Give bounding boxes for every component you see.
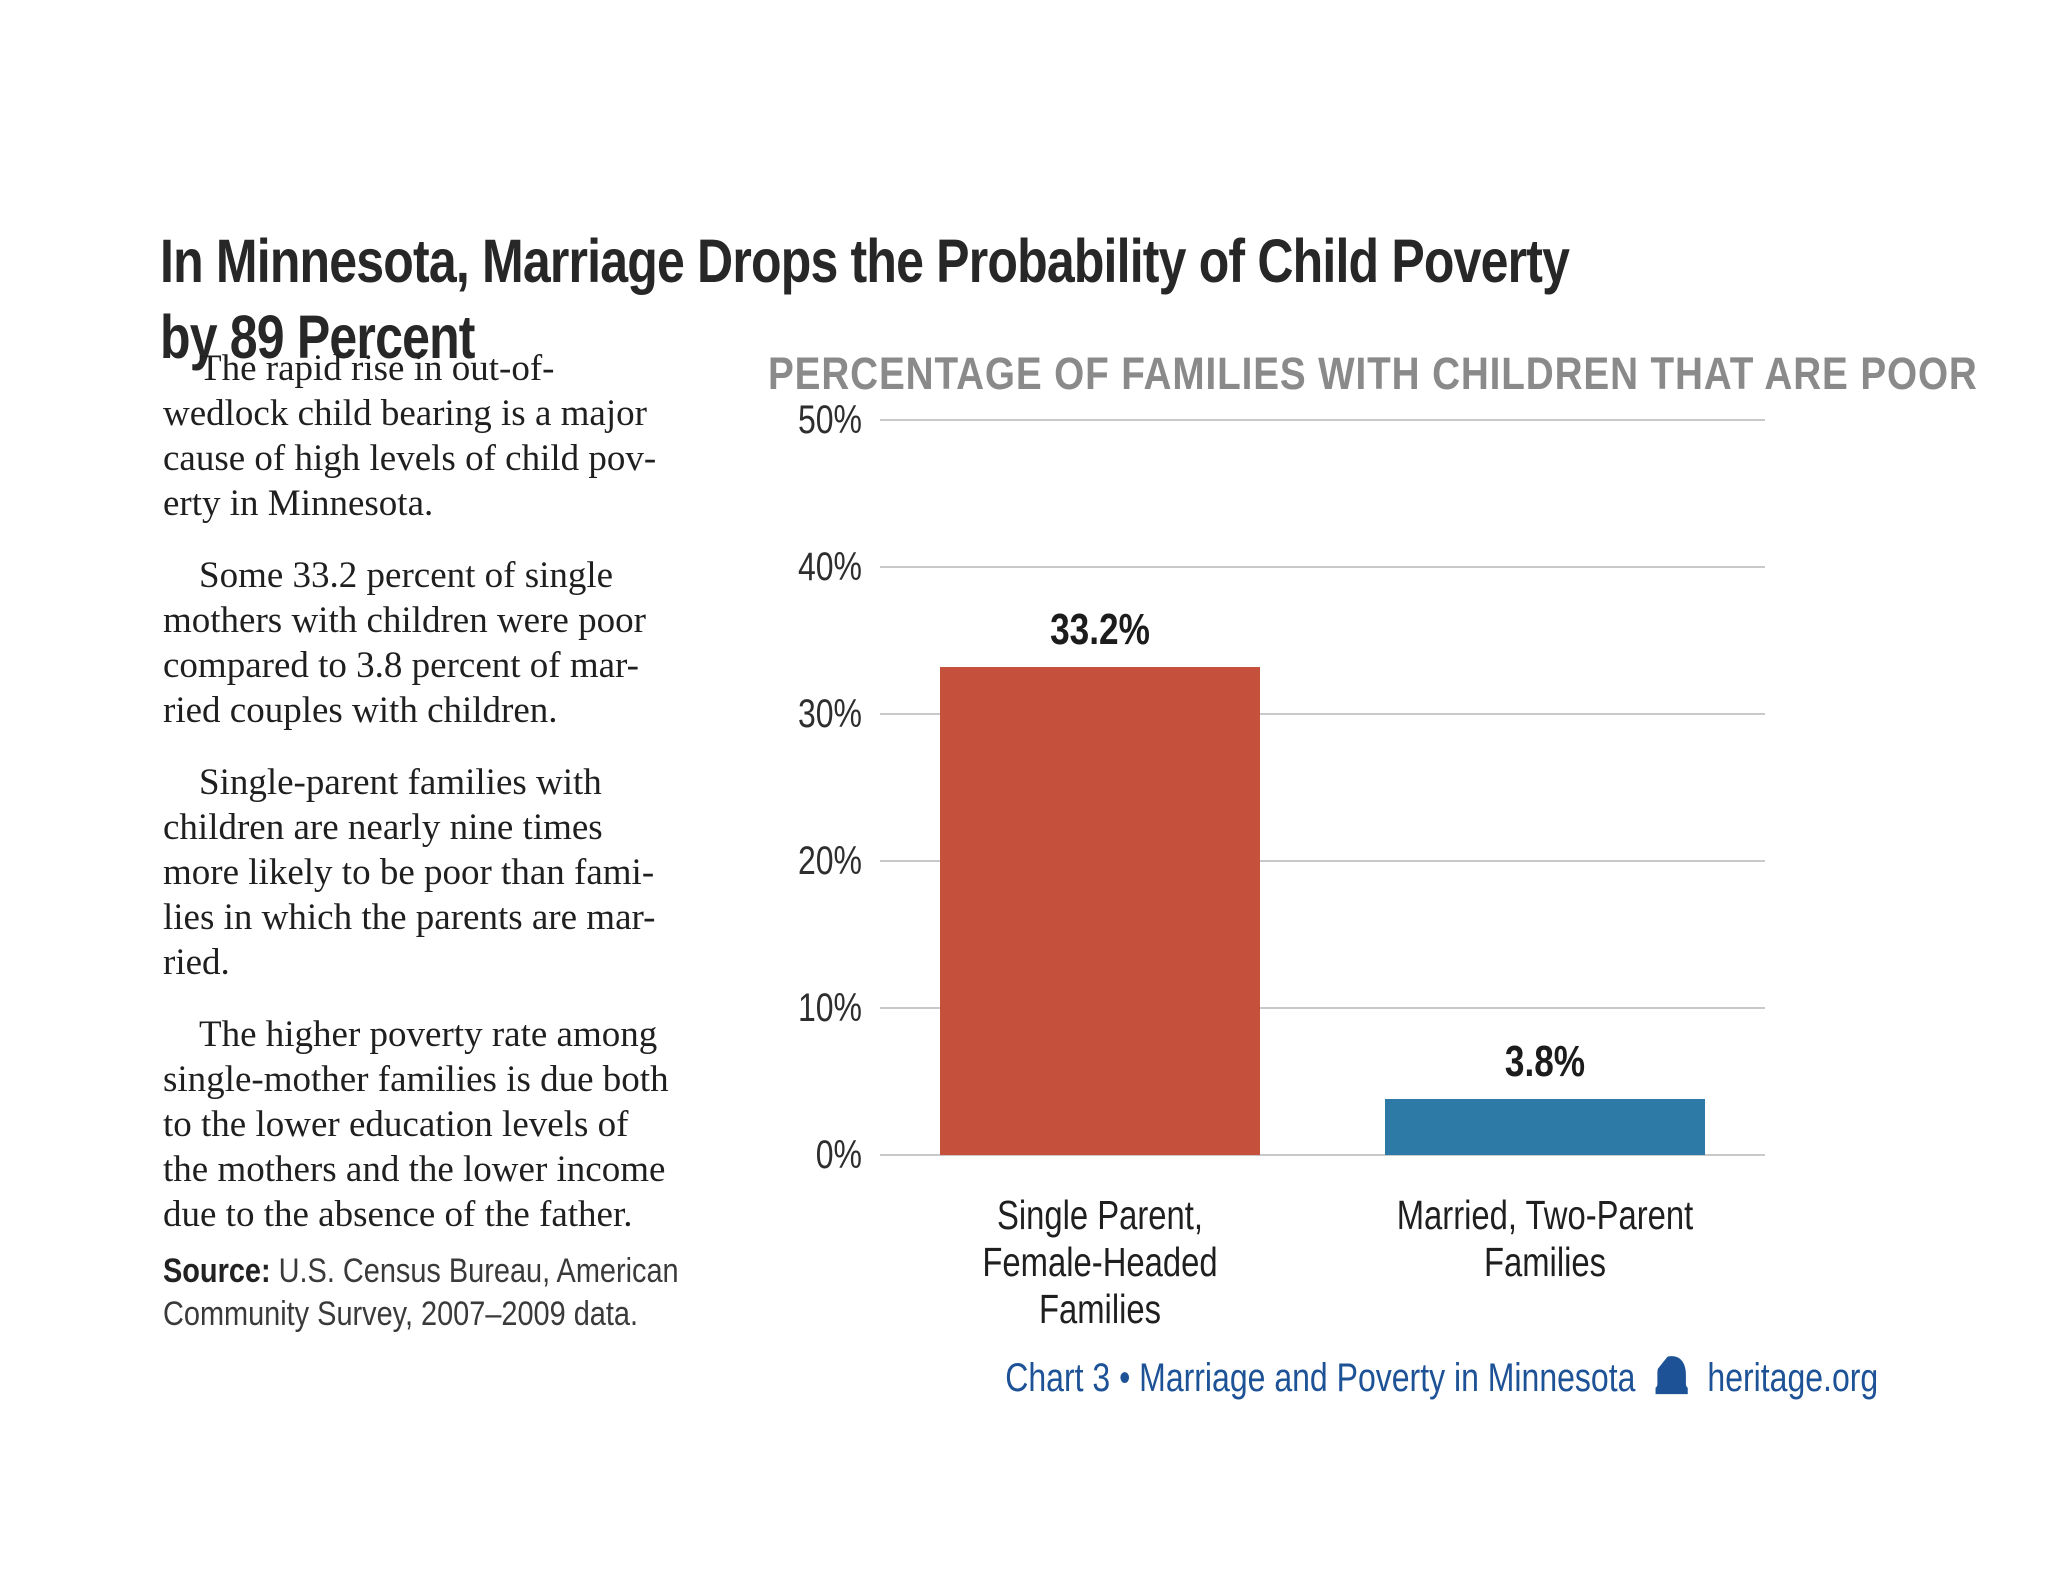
grid-line xyxy=(880,1007,1765,1009)
chart-title: PERCENTAGE OF FAMILIES WITH CHILDREN THA… xyxy=(768,348,1978,399)
y-axis-tick-label: 50% xyxy=(797,398,862,442)
paragraph: Some 33.2 percent of single mothers with… xyxy=(163,555,646,731)
page-title: In Minnesota, Marriage Drops the Probabi… xyxy=(160,226,1570,371)
source-label: Source: xyxy=(163,1252,271,1290)
bar xyxy=(1385,1099,1705,1155)
y-axis-tick-label: 40% xyxy=(797,545,862,589)
paragraph: The higher poverty rate among single-mot… xyxy=(163,1014,669,1235)
bar-value-label: 33.2% xyxy=(1050,604,1150,654)
y-axis-tick-label: 20% xyxy=(797,839,862,883)
footer-caption: Chart 3 • Marriage and Poverty in Minnes… xyxy=(1005,1356,1636,1400)
paragraph: Single-parent families with children are… xyxy=(163,762,656,983)
paragraph: The rapid rise in out-of- wedlock child … xyxy=(163,348,657,524)
footer-site-link: heritage.org xyxy=(1707,1356,1878,1400)
source-note: Source: U.S. Census Bureau, American Com… xyxy=(163,1250,758,1336)
liberty-bell-icon xyxy=(1654,1355,1688,1395)
grid-line xyxy=(880,566,1765,568)
grid-line xyxy=(880,1154,1765,1156)
y-axis-tick-label: 30% xyxy=(797,692,862,736)
chart-footer: Chart 3 • Marriage and Poverty in Minnes… xyxy=(1005,1354,1878,1402)
y-axis-tick-label: 0% xyxy=(815,1133,862,1177)
bar-category-label: Single Parent, Female-Headed Families xyxy=(982,1192,1218,1332)
grid-line xyxy=(880,419,1765,421)
bar-category-label: Married, Two-Parent Families xyxy=(1396,1192,1694,1285)
bar-value-label: 3.8% xyxy=(1504,1037,1586,1087)
grid-line xyxy=(880,860,1765,862)
grid-line xyxy=(880,713,1765,715)
source-text: U.S. Census Bureau, American Community S… xyxy=(163,1252,679,1333)
article-body: The rapid rise in out-of- wedlock child … xyxy=(163,346,803,1264)
bar xyxy=(940,666,1260,1155)
y-axis-tick-label: 10% xyxy=(797,986,862,1030)
